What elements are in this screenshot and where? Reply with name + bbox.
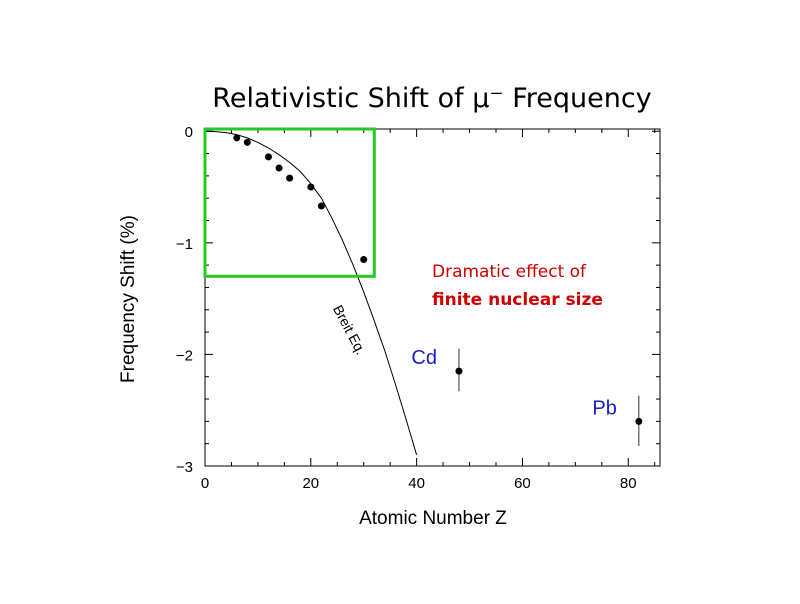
plot-frame — [204, 128, 661, 467]
data-point — [317, 202, 325, 210]
y-tick-label: 0 — [185, 124, 193, 141]
data-point — [233, 134, 241, 142]
slide-title: Relativistic Shift of μ⁻ Frequency — [212, 83, 651, 114]
data-point — [635, 417, 643, 425]
annotation-line-1: Dramatic effect of — [432, 262, 587, 282]
curve-layer: Breit Eq. — [204, 130, 418, 455]
data-point — [243, 138, 251, 146]
y-axis-label: Frequency Shift (%) — [118, 215, 139, 383]
x-tick-label: 20 — [302, 475, 319, 492]
y-tick-label: −1 — [176, 236, 193, 253]
x-tick-label: 80 — [620, 475, 637, 492]
axes-group: 0 20 40 60 80 0 −1 −2 −3 — [176, 124, 660, 492]
data-point — [264, 153, 272, 161]
data-point — [360, 256, 368, 264]
points-layer: Cd Pb — [233, 134, 643, 446]
y-tick-label: −3 — [176, 459, 193, 476]
x-tick-label: 40 — [408, 475, 425, 492]
point-label-pb: Pb — [592, 397, 616, 419]
data-point — [455, 367, 463, 375]
y-tick-label: −2 — [176, 347, 193, 364]
breit-curve-label: Breit Eq. — [330, 302, 369, 357]
highlight-box — [203, 127, 376, 278]
x-axis-label: Atomic Number Z — [359, 508, 507, 529]
data-point — [275, 164, 283, 172]
data-point — [307, 183, 315, 191]
x-tick-label: 0 — [201, 475, 209, 492]
x-tick-label: 60 — [514, 475, 531, 492]
annotation-line-2: finite nuclear size — [432, 290, 603, 310]
point-label-cd: Cd — [411, 347, 437, 369]
breit-curve — [204, 130, 418, 455]
data-point — [286, 174, 294, 182]
